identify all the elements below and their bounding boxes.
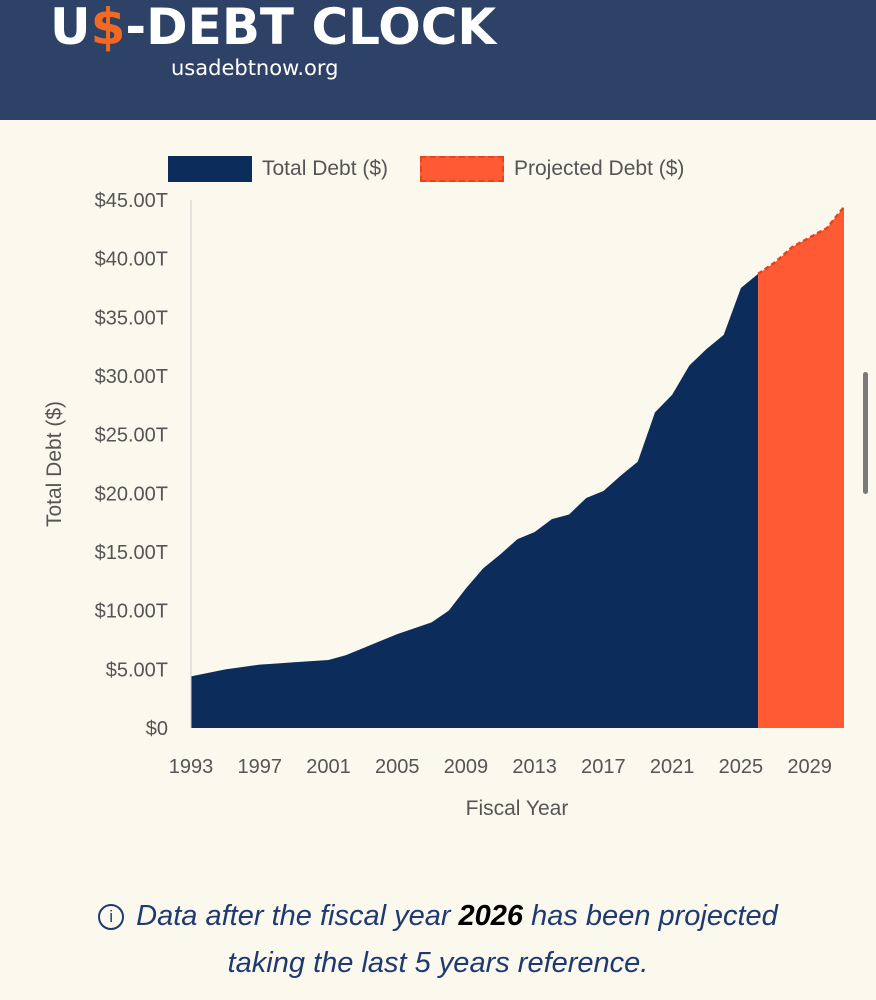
legend-swatch-total — [168, 156, 252, 182]
info-icon: i — [98, 904, 125, 930]
x-tick-label: 1997 — [237, 756, 282, 778]
x-tick-label: 2021 — [650, 756, 695, 778]
y-tick-label: $15.00T — [95, 542, 168, 564]
x-tick-label: 2013 — [512, 756, 557, 778]
note-line-2: taking the last 5 years reference. — [227, 947, 649, 979]
y-tick-label: $45.00T — [95, 190, 168, 212]
vertical-scrollbar[interactable] — [863, 372, 868, 494]
legend-label-projected: Projected Debt ($) — [514, 157, 685, 180]
y-axis-title: Total Debt ($) — [43, 401, 66, 527]
logo-suffix: -DEBT CLOCK — [125, 0, 497, 56]
x-axis: 1993 1997 2001 2005 2009 2013 2017 2021 2025 2029 — [169, 756, 832, 778]
projection-note: i Data after the fiscal year 2026 has bee… — [0, 893, 876, 987]
area-series-projected-debt[interactable] — [758, 207, 844, 729]
plot-area — [191, 206, 845, 729]
y-tick-label: $0 — [146, 718, 168, 740]
legend-label-total: Total Debt ($) — [262, 157, 389, 180]
x-tick-label: 2029 — [787, 756, 832, 778]
area-series-total-debt[interactable] — [191, 273, 759, 728]
note-text-after: has been projected — [523, 900, 778, 932]
x-tick-label: 2001 — [306, 756, 351, 778]
x-tick-label: 2017 — [581, 756, 626, 778]
y-tick-label: $30.00T — [95, 366, 168, 388]
site-logo[interactable]: U$-DEBT CLOCK — [50, 0, 496, 56]
site-url[interactable]: usadebtnow.org — [171, 56, 339, 80]
x-tick-label: 2025 — [719, 756, 764, 778]
y-tick-label: $5.00T — [106, 659, 168, 681]
y-tick-label: $10.00T — [95, 601, 168, 623]
logo-dollar-sign: $ — [90, 0, 126, 56]
x-tick-label: 2005 — [375, 756, 420, 778]
y-tick-label: $40.00T — [95, 249, 168, 271]
y-axis: $0 $5.00T $10.00T $15.00T $20.00T $25.00T $30.… — [95, 190, 192, 740]
logo-prefix: U — [50, 0, 91, 56]
y-tick-label: $25.00T — [95, 425, 168, 447]
note-year: 2026 — [458, 900, 524, 932]
note-line-1: i Data after the fiscal year 2026 has bee… — [0, 893, 876, 940]
x-axis-title: Fiscal Year — [466, 797, 569, 820]
x-tick-label: 2009 — [444, 756, 489, 778]
projected-debt-outline — [757, 206, 845, 275]
legend-total-debt[interactable]: Total Debt ($) — [168, 156, 388, 182]
y-tick-label: $35.00T — [95, 307, 168, 329]
legend-projected-debt[interactable]: Projected Debt ($) — [420, 156, 684, 182]
site-header: U$-DEBT CLOCK usadebtnow.org — [0, 0, 876, 120]
note-text-before: Data after the fiscal year — [136, 900, 459, 932]
x-tick-label: 1993 — [169, 756, 214, 778]
legend-swatch-projected — [420, 156, 504, 182]
y-tick-label: $20.00T — [95, 483, 168, 505]
